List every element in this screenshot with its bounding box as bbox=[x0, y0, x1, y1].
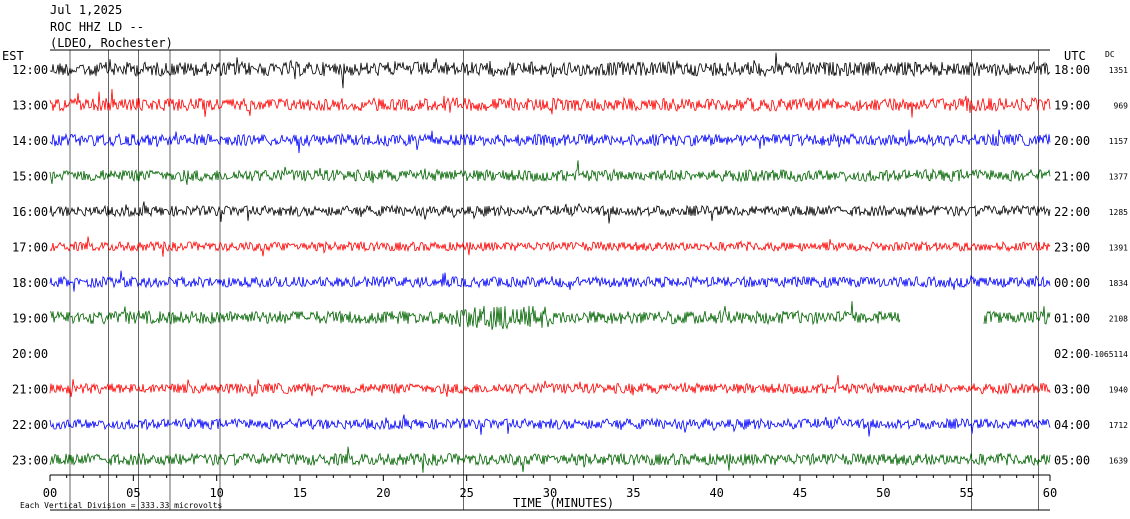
trace-line bbox=[49, 236, 1051, 257]
row-est-label: 23:00 bbox=[12, 454, 48, 468]
traces bbox=[49, 52, 1051, 473]
row-dc-label: 2108 bbox=[1109, 315, 1128, 324]
x-tick-label: 05 bbox=[126, 486, 140, 500]
row-utc-label: 00:00 bbox=[1054, 276, 1090, 290]
x-tick-label: 45 bbox=[793, 486, 807, 500]
header-station: ROC HHZ LD -- bbox=[50, 20, 144, 34]
x-tick-label: 40 bbox=[709, 486, 723, 500]
trace-line bbox=[49, 446, 1051, 473]
row-dc-label: 1285 bbox=[1109, 208, 1128, 217]
x-tick-label: 30 bbox=[543, 486, 557, 500]
x-tick-label: 35 bbox=[626, 486, 640, 500]
trace-line bbox=[49, 301, 1051, 330]
utc-label: UTC bbox=[1064, 49, 1086, 63]
row-dc-label: 1712 bbox=[1109, 421, 1128, 430]
x-tick-label: 50 bbox=[876, 486, 890, 500]
minor-ticks bbox=[49, 475, 1051, 481]
row-est-label: 13:00 bbox=[12, 99, 48, 113]
row-labels: 12:00 18:00 1351 13:00 19:00 969 14:00 20:00 115… bbox=[12, 63, 1128, 468]
trace-line bbox=[49, 270, 1051, 292]
trace-line bbox=[49, 88, 1051, 118]
row-est-label: 12:00 bbox=[12, 63, 48, 77]
row-est-label: 18:00 bbox=[12, 276, 48, 290]
row-utc-label: 20:00 bbox=[1054, 134, 1090, 148]
x-tick-label: 15 bbox=[293, 486, 307, 500]
trace-line bbox=[49, 374, 1051, 397]
est-label: EST bbox=[2, 49, 24, 63]
row-dc-label: 1377 bbox=[1109, 173, 1128, 182]
row-utc-label: 23:00 bbox=[1054, 241, 1090, 255]
row-dc-label: 1157 bbox=[1109, 137, 1128, 146]
row-est-label: 22:00 bbox=[12, 418, 48, 432]
trace-line bbox=[49, 201, 1051, 224]
x-tick-label: 25 bbox=[459, 486, 473, 500]
row-dc-label: 969 bbox=[1114, 102, 1129, 111]
row-utc-label: 03:00 bbox=[1054, 383, 1090, 397]
trace-line bbox=[49, 160, 1051, 185]
row-utc-label: 01:00 bbox=[1054, 312, 1090, 326]
row-utc-label: 02:00 bbox=[1054, 347, 1090, 361]
x-ticks: 00 05 10 15 20 25 30 35 40 45 50 55 60 bbox=[43, 486, 1057, 500]
trace-line bbox=[49, 52, 1051, 89]
row-dc-label: 1391 bbox=[1109, 244, 1128, 253]
dc-label: DC bbox=[1105, 50, 1115, 59]
header-date: Jul 1,2025 bbox=[50, 3, 122, 17]
x-tick-label: 10 bbox=[209, 486, 223, 500]
row-est-label: 16:00 bbox=[12, 205, 48, 219]
header-location: (LDEO, Rochester) bbox=[50, 36, 173, 50]
spike-lines bbox=[69, 50, 1039, 510]
row-dc-label: 1351 bbox=[1109, 66, 1128, 75]
row-dc-label: 1834 bbox=[1109, 279, 1128, 288]
row-utc-label: 05:00 bbox=[1054, 454, 1090, 468]
row-dc-label: 1639 bbox=[1109, 457, 1128, 466]
row-est-label: 19:00 bbox=[12, 312, 48, 326]
x-tick-label: 00 bbox=[43, 486, 57, 500]
x-tick-label: 55 bbox=[959, 486, 973, 500]
footnote: Each Vertical Division = 333.33 microvol… bbox=[20, 501, 222, 510]
x-axis-label: TIME (MINUTES) bbox=[513, 496, 614, 510]
row-utc-label: 04:00 bbox=[1054, 418, 1090, 432]
row-utc-label: 22:00 bbox=[1054, 205, 1090, 219]
row-utc-label: 21:00 bbox=[1054, 170, 1090, 184]
trace-line bbox=[49, 129, 1051, 154]
row-dc-label: 1940 bbox=[1109, 386, 1128, 395]
trace-line bbox=[49, 414, 1051, 437]
row-est-label: 17:00 bbox=[12, 241, 48, 255]
row-utc-label: 19:00 bbox=[1054, 99, 1090, 113]
row-utc-label: 18:00 bbox=[1054, 63, 1090, 77]
row-est-label: 21:00 bbox=[12, 383, 48, 397]
row-est-label: 15:00 bbox=[12, 170, 48, 184]
x-tick-label: 20 bbox=[376, 486, 390, 500]
row-dc-label: -1065114 bbox=[1089, 350, 1128, 359]
x-tick-label: 60 bbox=[1043, 486, 1057, 500]
row-est-label: 20:00 bbox=[12, 347, 48, 361]
row-est-label: 14:00 bbox=[12, 134, 48, 148]
